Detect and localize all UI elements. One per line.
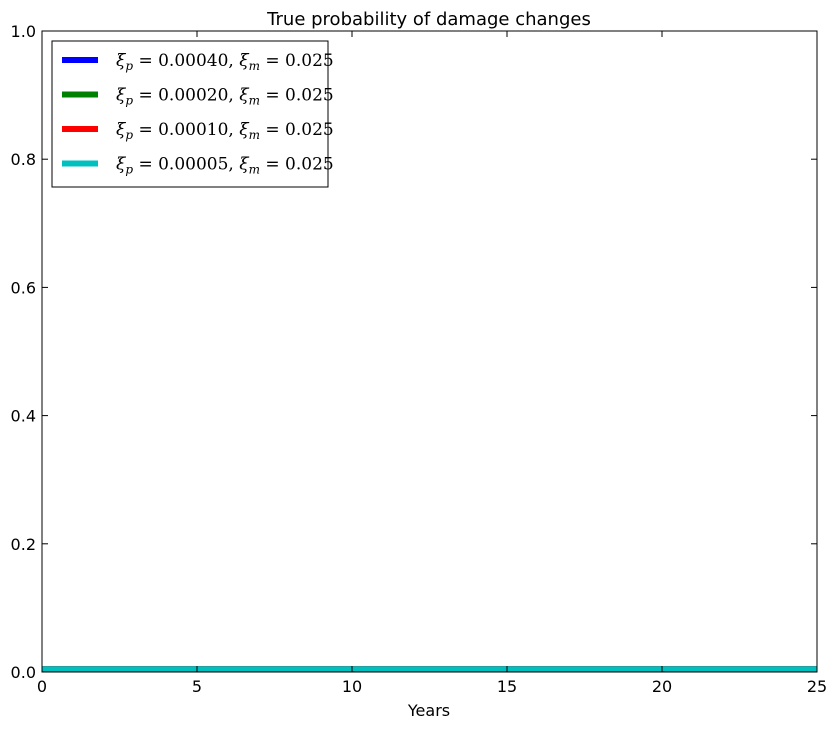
x-tick-label: 20: [652, 677, 672, 696]
plot-area-frame: [41, 30, 818, 673]
legend-label: ξp = 0.00040, ξm = 0.025: [116, 51, 334, 73]
x-tick-label: 10: [342, 677, 362, 696]
x-tick-label: 5: [192, 677, 202, 696]
legend-entry-1: ξp = 0.00040, ξm = 0.025: [62, 51, 334, 73]
y-tick-label: 0.2: [11, 535, 36, 554]
x-axis: 0 5 10 15 20 25: [37, 31, 827, 696]
legend-entry-4: ξp = 0.00005, ξm = 0.025: [62, 155, 334, 177]
y-axis: 0.0 0.2 0.4 0.6 0.8 1.0: [11, 22, 817, 682]
chart-title: True probability of damage changes: [266, 9, 591, 30]
x-axis-label: Years: [407, 701, 450, 720]
legend-label: ξp = 0.00010, ξm = 0.025: [116, 120, 334, 142]
legend-entry-2: ξp = 0.00020, ξm = 0.025: [62, 86, 334, 108]
legend-label: ξp = 0.00005, ξm = 0.025: [116, 155, 334, 177]
x-tick-label: 0: [37, 677, 47, 696]
y-tick-label: 1.0: [11, 22, 36, 41]
y-tick-label: 0.6: [11, 278, 36, 297]
legend-label: ξp = 0.00020, ξm = 0.025: [116, 86, 334, 108]
legend: ξp = 0.00040, ξm = 0.025 ξp = 0.00020, ξm…: [51, 40, 334, 188]
x-tick-label: 15: [497, 677, 517, 696]
x-tick-label: 25: [807, 677, 827, 696]
y-tick-label: 0.8: [11, 150, 36, 169]
legend-entry-3: ξp = 0.00010, ξm = 0.025: [62, 120, 334, 142]
y-tick-label: 0.4: [11, 407, 36, 426]
y-tick-label: 0.0: [11, 663, 36, 682]
